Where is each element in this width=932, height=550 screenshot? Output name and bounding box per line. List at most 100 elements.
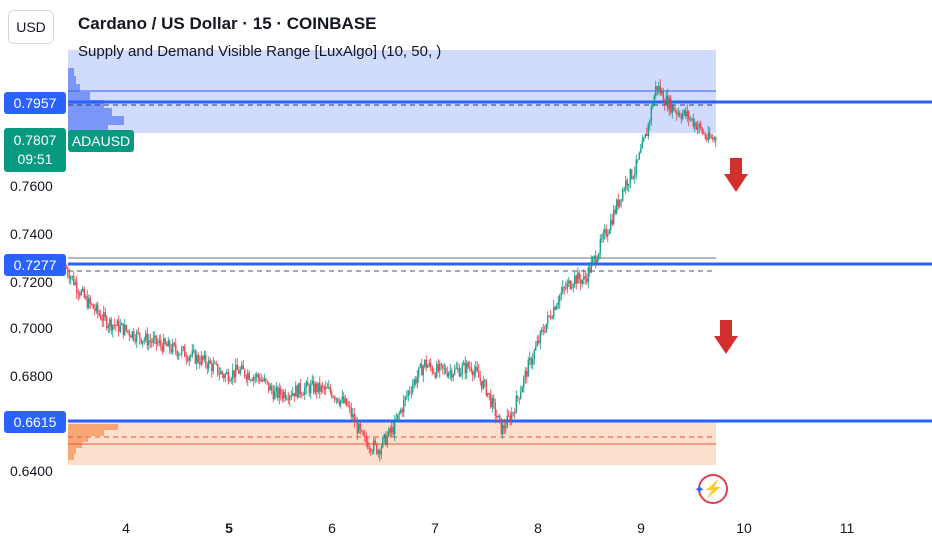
candle-body (692, 118, 694, 127)
candle-body (577, 272, 579, 284)
candle-body (211, 363, 213, 372)
candle-body (137, 331, 139, 333)
candle-body (200, 356, 202, 365)
candle-body (308, 385, 310, 394)
candle-body (253, 376, 255, 381)
candle-body (395, 419, 397, 420)
candle-body (283, 391, 285, 399)
candle-body (319, 382, 321, 392)
candle-body (571, 287, 573, 289)
candle-body (296, 385, 298, 398)
lightning-logo-icon[interactable]: ⚡ (698, 474, 728, 504)
y-tick-label: 0.7200 (10, 274, 53, 290)
candle-body (263, 378, 265, 381)
candle-body (679, 112, 681, 117)
candle-body (332, 396, 334, 398)
candle-body (658, 86, 660, 90)
candle-body (151, 341, 153, 343)
candle-body (268, 382, 270, 391)
candle-body (625, 180, 627, 190)
candle-body (118, 320, 120, 332)
candle-body (187, 358, 189, 361)
candle-body (247, 373, 249, 380)
candle-body (362, 431, 364, 436)
candle-body (493, 397, 495, 403)
candle-body (706, 137, 708, 140)
candle-body (430, 362, 432, 368)
candle-body (458, 368, 460, 377)
candle-body (293, 393, 295, 397)
candle-body (713, 137, 715, 140)
candle-body (298, 383, 300, 398)
candle-body (392, 426, 394, 435)
candle-body (73, 276, 75, 285)
candle-body (208, 360, 210, 369)
candle-body (562, 287, 564, 293)
candle-body (496, 416, 498, 418)
candle-body (586, 278, 588, 283)
candle-body (353, 414, 355, 423)
x-tick-label: 9 (637, 520, 645, 536)
candle-body (703, 133, 705, 134)
candle-body (226, 372, 228, 374)
candle-body (307, 382, 309, 386)
candle-body (626, 180, 628, 186)
indicator-label[interactable]: Supply and Demand Visible Range [LuxAlgo… (78, 43, 442, 60)
lower-level-price-tag: 0.6615 (4, 411, 66, 433)
candle-body (401, 409, 403, 413)
candle-body (680, 116, 682, 119)
candle-body (604, 229, 606, 233)
candle-body (632, 176, 634, 179)
candle-body (566, 283, 568, 289)
candle-body (217, 364, 219, 375)
candle-body (448, 372, 450, 377)
currency-button[interactable]: USD (8, 10, 54, 44)
candle-body (145, 333, 147, 340)
candle-body (647, 123, 649, 137)
candle-body (370, 448, 372, 452)
candle-body (236, 364, 238, 371)
candle-body (131, 331, 133, 338)
candle-body (559, 295, 561, 303)
candle-body (482, 380, 484, 389)
candle-body (517, 395, 519, 398)
candle-body (677, 112, 679, 115)
candle-body (451, 370, 453, 378)
candle-body (106, 317, 108, 329)
candle-body (356, 421, 358, 434)
candle-body (328, 387, 330, 389)
candle-body (473, 371, 475, 376)
candle-body (440, 363, 442, 365)
candle-body (121, 323, 123, 326)
candle-body (556, 305, 558, 310)
candle-body (238, 370, 240, 374)
candle-body (350, 407, 352, 417)
candle-body (281, 394, 283, 399)
candle-body (289, 395, 291, 400)
candle-body (530, 358, 532, 365)
candle-body (442, 364, 444, 369)
candle-body (94, 308, 96, 311)
candle-body (239, 369, 241, 374)
candle-body (386, 435, 388, 446)
candle-body (539, 331, 541, 343)
candle-body (317, 382, 319, 393)
candle-body (169, 340, 171, 350)
candle-body (161, 345, 163, 352)
candle-body (425, 359, 427, 368)
candle-body (173, 342, 175, 345)
candle-body (181, 348, 183, 354)
candle-body (224, 373, 226, 379)
candle-body (499, 415, 501, 419)
candle-body (637, 159, 639, 161)
candle-body (467, 362, 469, 368)
candle-body (643, 138, 645, 141)
candle-body (139, 332, 141, 339)
y-tick-label: 0.6400 (10, 463, 53, 479)
x-tick-label: 6 (328, 520, 336, 536)
candle-body (320, 385, 322, 392)
candle-body (136, 331, 138, 342)
candle-body (205, 355, 207, 365)
candle-body (251, 379, 253, 381)
